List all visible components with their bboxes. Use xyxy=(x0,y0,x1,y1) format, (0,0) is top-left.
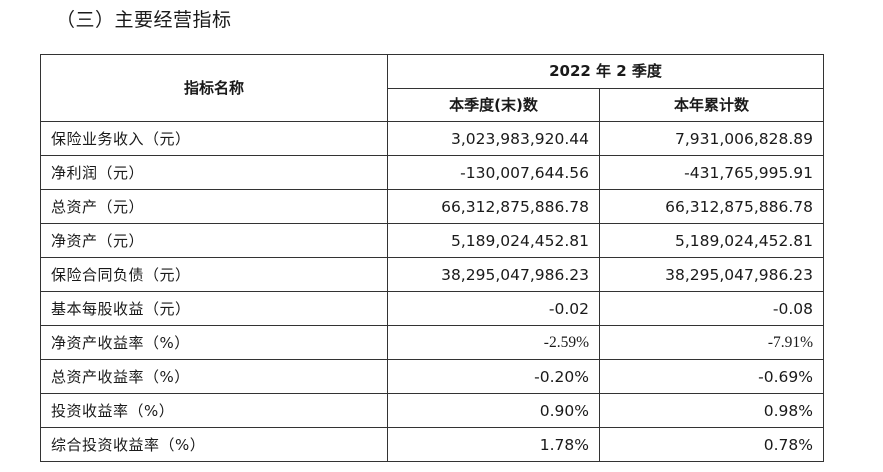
table-header-row: 指标名称 2022 年 2 季度 xyxy=(40,54,825,122)
row-quarter-value: -0.02 xyxy=(387,291,600,326)
key-metrics-table: 指标名称 2022 年 2 季度 本季度(末)数 本年累计数 保险业务收入（元）… xyxy=(40,54,825,462)
row-ytd-value: 0.98% xyxy=(598,393,825,428)
row-quarter-value: -130,007,644.56 xyxy=(387,155,600,190)
row-ytd-value: -7.91% xyxy=(598,325,825,360)
table-subheader-row: 本季度(末)数 本年累计数 xyxy=(41,87,825,122)
row-label: 净资产（元） xyxy=(40,223,388,258)
row-ytd-value: -431,765,995.91 xyxy=(598,155,825,190)
row-quarter-value: 38,295,047,986.23 xyxy=(387,257,600,292)
table-row: 总资产收益率（%） -0.20% -0.69% xyxy=(40,359,825,394)
row-label: 综合投资收益率（%） xyxy=(40,427,388,462)
row-label: 投资收益率（%） xyxy=(40,393,388,428)
row-ytd-value: 5,189,024,452.81 xyxy=(598,223,825,258)
table-row: 保险业务收入（元） 3,023,983,920.44 7,931,006,828… xyxy=(40,121,825,156)
row-label: 总资产（元） xyxy=(40,189,388,224)
section-title: （三）主要经营指标 xyxy=(56,9,232,31)
table-row: 净资产收益率（%） -2.59% -7.91% xyxy=(40,325,825,360)
row-ytd-value: -0.69% xyxy=(598,359,825,394)
row-label: 基本每股收益（元） xyxy=(40,291,388,326)
table-row: 净资产（元） 5,189,024,452.81 5,189,024,452.81 xyxy=(40,223,825,258)
row-quarter-value: 66,312,875,886.78 xyxy=(387,189,600,224)
row-ytd-value: 66,312,875,886.78 xyxy=(598,189,825,224)
row-label: 净利润（元） xyxy=(40,155,388,190)
row-label: 保险合同负债（元） xyxy=(40,257,388,292)
row-quarter-value: -2.59% xyxy=(387,325,600,360)
row-ytd-value: -0.08 xyxy=(598,291,825,326)
table-row: 综合投资收益率（%） 1.78% 0.78% xyxy=(40,427,825,462)
row-quarter-value: 1.78% xyxy=(387,427,600,462)
table-row: 总资产（元） 66,312,875,886.78 66,312,875,886.… xyxy=(40,189,825,224)
row-ytd-value: 0.78% xyxy=(598,427,825,462)
row-ytd-value: 38,295,047,986.23 xyxy=(598,257,825,292)
row-label: 保险业务收入（元） xyxy=(40,121,388,156)
header-period: 2022 年 2 季度 xyxy=(386,54,825,89)
header-quarter: 本季度(末)数 xyxy=(387,87,600,122)
table-row: 净利润（元） -130,007,644.56 -431,765,995.91 xyxy=(40,155,825,190)
row-label: 总资产收益率（%） xyxy=(40,359,388,394)
header-metric-name: 指标名称 xyxy=(40,54,388,122)
row-quarter-value: 5,189,024,452.81 xyxy=(387,223,600,258)
row-label: 净资产收益率（%） xyxy=(40,325,388,360)
row-quarter-value: 0.90% xyxy=(387,393,600,428)
row-quarter-value: 3,023,983,920.44 xyxy=(387,121,600,156)
table-row: 保险合同负债（元） 38,295,047,986.23 38,295,047,9… xyxy=(40,257,825,292)
table-row: 投资收益率（%） 0.90% 0.98% xyxy=(40,393,825,428)
header-ytd: 本年累计数 xyxy=(598,87,825,122)
row-ytd-value: 7,931,006,828.89 xyxy=(598,121,825,156)
table-row: 基本每股收益（元） -0.02 -0.08 xyxy=(40,291,825,326)
row-quarter-value: -0.20% xyxy=(387,359,600,394)
